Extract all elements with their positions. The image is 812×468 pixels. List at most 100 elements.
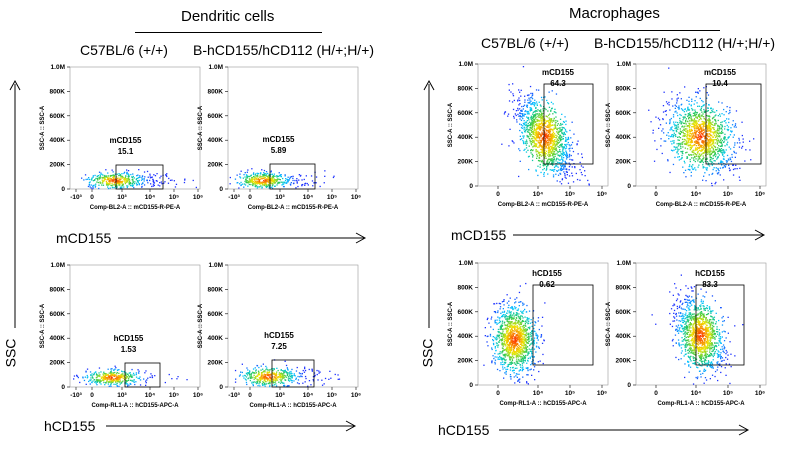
gate-name: hCD155 [264, 331, 294, 340]
x-tick-label: 10⁵ [723, 191, 733, 198]
x-axis-label: Comp-RL1-A :: hCD155-APC-A [91, 403, 179, 409]
y-tick-label: 400K [49, 335, 65, 342]
plot-frame [635, 262, 767, 386]
x-tick-label: 10⁴ [145, 392, 155, 399]
x-tick-label: 10⁴ [691, 191, 701, 198]
x-tick-label: 10⁵ [327, 392, 337, 399]
y-tick-label: 600K [615, 110, 631, 117]
gate-percent: 1.53 [121, 345, 137, 354]
plot-frame [69, 264, 201, 388]
group-title-rule-macrophages [520, 30, 720, 31]
group-title-macrophages: Macrophages [569, 5, 660, 22]
y-tick-label: 1.0M [51, 262, 65, 269]
gate-percent: 64.3 [550, 79, 566, 88]
y-tick-label: 600K [615, 309, 631, 316]
x-label-hcd155-mac: hCD155 [438, 422, 490, 438]
x-tick-label: 10⁴ [691, 390, 701, 397]
y-tick-label: 800K [457, 85, 473, 92]
x-axis-label: Comp-RL1-A :: hCD155-APC-A [249, 403, 337, 409]
y-tick-label: 200K [615, 159, 631, 166]
column-header-humanized-mac: B-hCD155/hCD112 (H/+;H/+) [594, 35, 776, 51]
gate-box [271, 359, 315, 388]
column-header-wt-mac: C57BL/6 (+/+) [481, 35, 569, 51]
y-tick-label: 0 [627, 183, 631, 190]
column-header-wt-dc: C57BL/6 (+/+) [80, 42, 168, 58]
y-axis-label: SSC-A :: SSC-A [606, 301, 612, 346]
gate-box [115, 164, 164, 190]
x-tick-label: 10³ [275, 194, 285, 201]
x-tick-label: 10⁴ [533, 390, 543, 397]
x-tick-label: 10³ [117, 392, 127, 399]
y-tick-label: 0 [627, 382, 631, 389]
x-tick-label: -10³ [228, 392, 240, 399]
x-tick-label: 0 [654, 191, 658, 198]
column-header-humanized-dc: B-hCD155/hCD112 (H/+;H/+) [193, 42, 375, 58]
y-tick-label: 400K [457, 134, 473, 141]
y-tick-label: 0 [219, 186, 223, 193]
x-tick-label: 10⁶ [193, 392, 203, 399]
y-tick-label: 1.0M [459, 260, 473, 267]
gate-box [532, 284, 594, 366]
x-label-hcd155-dc: hCD155 [44, 418, 96, 434]
gate-name: hCD155 [532, 269, 562, 278]
x-axis-label: Comp-RL1-A :: hCD155-APC-A [657, 401, 745, 407]
plot-frame [227, 264, 359, 388]
gate-percent: 7.25 [271, 342, 287, 351]
y-tick-label: 200K [49, 162, 65, 169]
y-tick-label: 1.0M [617, 260, 631, 267]
gate-box [269, 163, 316, 190]
x-tick-label: 10⁶ [193, 194, 203, 201]
group-title-rule-dendritic [135, 32, 322, 33]
x-tick-label: 0 [654, 390, 658, 397]
gate-box [695, 284, 745, 366]
y-axis-label: SSC-A :: SSC-A [606, 102, 612, 147]
x-tick-label: 10³ [275, 392, 285, 399]
event-dots [229, 168, 335, 189]
plot-frame [635, 63, 767, 187]
y-tick-label: 600K [49, 113, 65, 120]
x-arrow-hcd155-dc [106, 420, 357, 432]
x-tick-label: 10⁵ [327, 194, 337, 201]
x-tick-label: 10⁶ [597, 191, 607, 198]
gate-name: hCD155 [695, 269, 725, 278]
x-tick-label: 10⁶ [755, 191, 765, 198]
y-tick-label: 0 [219, 384, 223, 391]
x-axis-label: Comp-BL2-A :: mCD155-R-PE-A [248, 205, 339, 211]
y-tick-label: 1.0M [617, 61, 631, 68]
y-tick-label: 800K [49, 88, 65, 95]
x-tick-label: 0 [496, 191, 500, 198]
event-dots [73, 365, 188, 387]
y-tick-label: 0 [61, 186, 65, 193]
y-tick-label: 600K [207, 113, 223, 120]
y-tick-label: 200K [207, 162, 223, 169]
y-axis-label: SSC-A :: SSC-A [198, 105, 204, 150]
gate-name: mCD155 [262, 135, 295, 144]
x-label-mcd155-mac: mCD155 [451, 227, 507, 243]
ssc-label-right: SSC [419, 338, 436, 368]
x-tick-label: 10³ [117, 194, 127, 201]
y-tick-label: 200K [457, 358, 473, 365]
x-arrow-hcd155-mac [499, 424, 750, 436]
x-tick-label: 10⁶ [597, 390, 607, 397]
gate-percent: 10.4 [712, 79, 728, 88]
y-tick-label: 0 [469, 382, 473, 389]
y-tick-label: 600K [49, 311, 65, 318]
y-axis-label: SSC-A :: SSC-A [448, 102, 454, 147]
y-tick-label: 400K [49, 137, 65, 144]
x-arrow-mcd155-dc [118, 232, 367, 244]
gate-percent: 0.62 [539, 280, 555, 289]
x-tick-label: 0 [248, 392, 252, 399]
group-title-dendritic: Dendritic cells [181, 8, 275, 25]
y-tick-label: 1.0M [209, 64, 223, 71]
y-tick-label: 600K [457, 110, 473, 117]
x-tick-label: 10⁴ [145, 194, 155, 201]
x-tick-label: 10⁶ [755, 390, 765, 397]
x-tick-label: 0 [90, 392, 94, 399]
y-tick-label: 200K [457, 159, 473, 166]
y-tick-label: 600K [207, 311, 223, 318]
